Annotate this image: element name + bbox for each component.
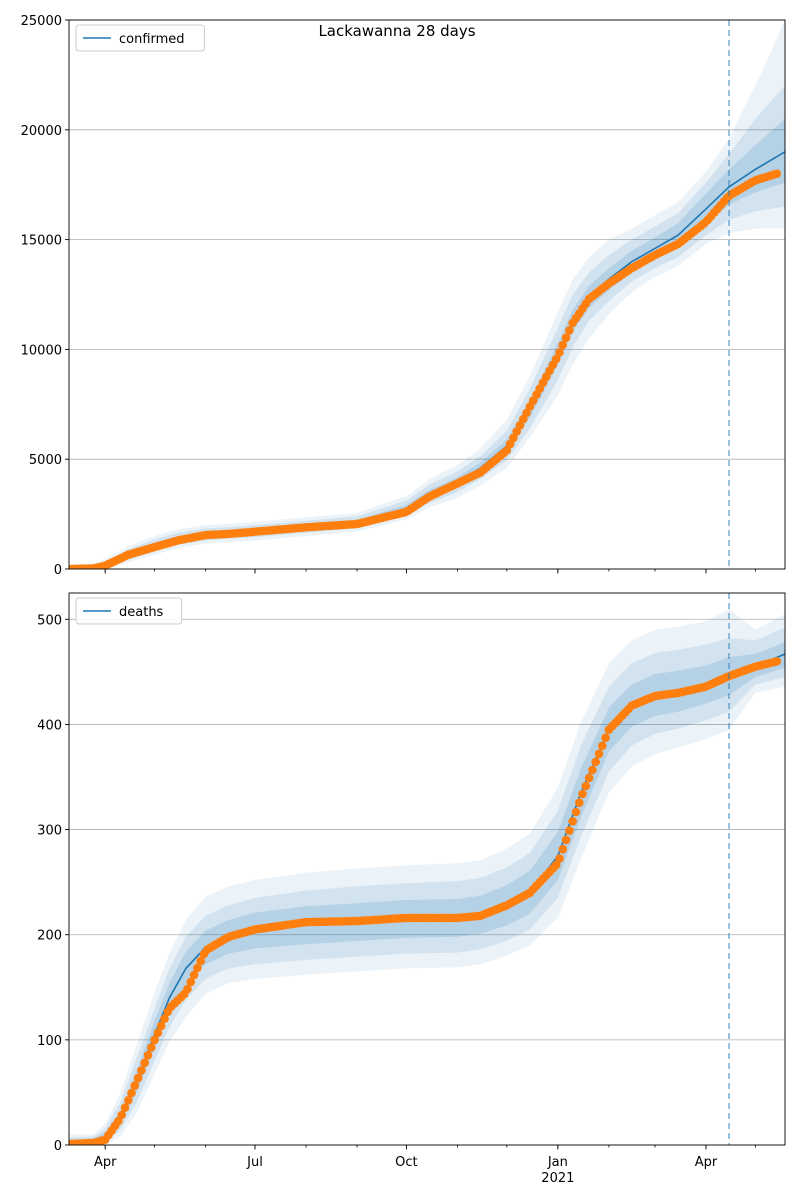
observed-point <box>591 757 600 767</box>
x-tick-label: Apr <box>695 1155 718 1170</box>
uncertainty-band <box>69 627 785 1145</box>
observed-point <box>594 749 604 759</box>
x-tick-label: Jan <box>547 1155 568 1170</box>
x-tick-label: Oct <box>395 1155 417 1170</box>
observed-point <box>140 1058 149 1068</box>
x-tick-label: Apr <box>94 1155 117 1170</box>
observed-point <box>130 1081 140 1090</box>
y-tick-label: 500 <box>37 613 62 628</box>
axes-frame <box>68 19 786 570</box>
observed-point <box>772 169 782 178</box>
y-tick-label: 200 <box>37 929 62 944</box>
observed-point <box>555 854 564 863</box>
observed-point <box>183 984 192 994</box>
legend: confirmed <box>75 24 205 52</box>
y-tick-label: 20000 <box>21 124 62 139</box>
observed-point <box>772 657 782 666</box>
observed-point <box>133 1073 143 1083</box>
observed-points <box>69 657 782 1145</box>
plot-area <box>69 608 785 1145</box>
observed-point <box>512 427 521 436</box>
observed-point <box>558 844 568 854</box>
observed-point <box>565 826 574 835</box>
observed-point <box>555 348 564 357</box>
observed-point <box>601 733 610 742</box>
observed-point <box>515 421 525 430</box>
observed-point <box>150 1035 159 1045</box>
y-tick-label: 10000 <box>21 343 62 358</box>
observed-point <box>137 1066 146 1075</box>
legend: deaths <box>75 597 183 625</box>
legend-label: confirmed <box>119 32 185 47</box>
y-tick-label: 0 <box>54 1139 62 1154</box>
observed-point <box>571 807 581 817</box>
observed-point <box>565 326 574 335</box>
confirmed-panel: 0 5000 10000 15000 20000 25000 confirmed <box>21 14 786 578</box>
y-tick-label: 5000 <box>29 453 62 468</box>
uncertainty-band <box>69 642 785 1145</box>
observed-point <box>124 1096 133 1105</box>
observed-point <box>561 835 571 845</box>
y-tick-label: 300 <box>37 824 62 839</box>
observed-point <box>193 963 202 973</box>
observed-point <box>561 333 571 343</box>
observed-point <box>189 970 199 980</box>
observed-point <box>127 1088 136 1098</box>
observed-point <box>160 1014 169 1024</box>
legend-label: deaths <box>119 605 164 620</box>
observed-point <box>581 781 591 791</box>
observed-point <box>153 1028 163 1038</box>
observed-point <box>186 977 196 987</box>
uncertainty-band <box>69 608 785 1145</box>
figure-title: Lackawanna 28 days <box>318 22 475 40</box>
observed-point <box>502 446 512 455</box>
observed-point <box>147 1043 156 1052</box>
observed-point <box>522 408 531 418</box>
plot-area <box>69 20 785 569</box>
legend-box <box>75 597 183 625</box>
observed-point <box>120 1103 130 1112</box>
observed-point <box>509 433 518 443</box>
observed-point <box>575 798 584 807</box>
y-tick-label: 100 <box>37 1034 62 1049</box>
observed-point <box>598 741 607 751</box>
y-tick-label: 15000 <box>21 234 62 249</box>
observed-point <box>143 1050 153 1060</box>
observed-point <box>551 354 561 364</box>
observed-point <box>551 860 561 870</box>
y-tick-label: 0 <box>54 563 62 578</box>
observed-point <box>568 817 577 826</box>
observed-point <box>156 1021 166 1031</box>
y-tick-label: 400 <box>37 718 62 733</box>
legend-box <box>75 24 205 52</box>
x-tick-label: Jul <box>246 1155 263 1170</box>
x-tick-sublabel: 2021 <box>541 1171 574 1186</box>
observed-point <box>558 340 568 350</box>
observed-point <box>588 765 597 775</box>
observed-point <box>578 789 587 799</box>
observed-point <box>584 773 594 783</box>
axes-frame <box>68 592 786 1146</box>
observed-points <box>69 169 782 569</box>
observed-point <box>117 1110 126 1120</box>
y-tick-label: 25000 <box>21 14 62 29</box>
observed-point <box>196 956 205 966</box>
